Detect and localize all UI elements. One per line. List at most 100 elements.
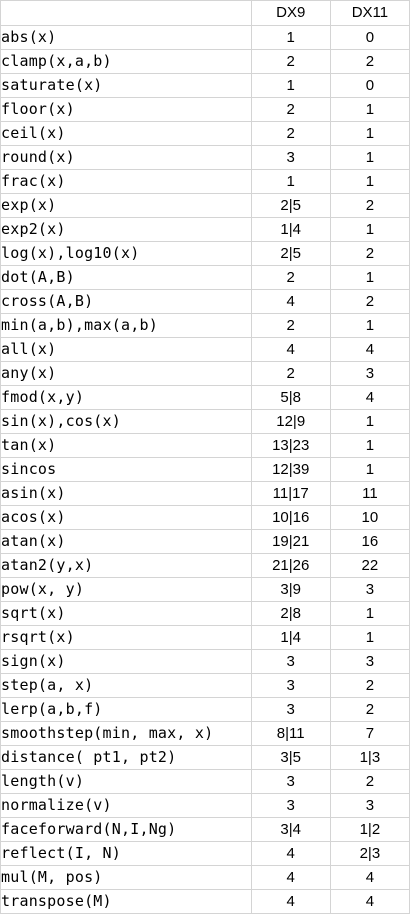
dx11-cell[interactable]: 1: [329, 433, 410, 458]
function-cell[interactable]: abs(x): [0, 25, 252, 50]
dx11-cell[interactable]: 2: [329, 193, 410, 218]
dx9-cell[interactable]: 4: [250, 865, 331, 890]
function-cell[interactable]: rsqrt(x): [0, 625, 252, 650]
dx9-cell[interactable]: 1|4: [250, 217, 331, 242]
header-cell-function[interactable]: [0, 0, 252, 26]
function-cell[interactable]: saturate(x): [0, 73, 252, 98]
dx9-cell[interactable]: 12|9: [250, 409, 331, 434]
function-cell[interactable]: tan(x): [0, 433, 252, 458]
dx11-cell[interactable]: 22: [329, 553, 410, 578]
function-cell[interactable]: step(a, x): [0, 673, 252, 698]
function-cell[interactable]: faceforward(N,I,Ng): [0, 817, 252, 842]
dx9-cell[interactable]: 12|39: [250, 457, 331, 482]
function-cell[interactable]: exp(x): [0, 193, 252, 218]
dx9-cell[interactable]: 11|17: [250, 481, 331, 506]
dx11-cell[interactable]: 1|2: [329, 817, 410, 842]
dx11-cell[interactable]: 2: [329, 673, 410, 698]
dx9-cell[interactable]: 2: [250, 265, 331, 290]
dx9-cell[interactable]: 2: [250, 313, 331, 338]
dx11-cell[interactable]: 3: [329, 649, 410, 674]
dx11-cell[interactable]: 1: [329, 145, 410, 170]
function-cell[interactable]: min(a,b),max(a,b): [0, 313, 252, 338]
function-cell[interactable]: sin(x),cos(x): [0, 409, 252, 434]
function-cell[interactable]: floor(x): [0, 97, 252, 122]
dx11-cell[interactable]: 1: [329, 457, 410, 482]
dx11-cell[interactable]: 1: [329, 313, 410, 338]
dx11-cell[interactable]: 4: [329, 865, 410, 890]
function-cell[interactable]: frac(x): [0, 169, 252, 194]
dx11-cell[interactable]: 4: [329, 337, 410, 362]
dx11-cell[interactable]: 3: [329, 361, 410, 386]
dx9-cell[interactable]: 3: [250, 793, 331, 818]
function-cell[interactable]: normalize(v): [0, 793, 252, 818]
function-cell[interactable]: sqrt(x): [0, 601, 252, 626]
function-cell[interactable]: sincos: [0, 457, 252, 482]
dx9-cell[interactable]: 13|23: [250, 433, 331, 458]
dx9-cell[interactable]: 2: [250, 361, 331, 386]
dx11-cell[interactable]: 2: [329, 697, 410, 722]
dx11-cell[interactable]: 1: [329, 217, 410, 242]
dx9-cell[interactable]: 3: [250, 673, 331, 698]
dx11-cell[interactable]: 11: [329, 481, 410, 506]
function-cell[interactable]: sign(x): [0, 649, 252, 674]
dx9-cell[interactable]: 3: [250, 769, 331, 794]
dx11-cell[interactable]: 1|3: [329, 745, 410, 770]
function-cell[interactable]: lerp(a,b,f): [0, 697, 252, 722]
dx11-cell[interactable]: 1: [329, 601, 410, 626]
dx11-cell[interactable]: 4: [329, 385, 410, 410]
function-cell[interactable]: log(x),log10(x): [0, 241, 252, 266]
function-cell[interactable]: clamp(x,a,b): [0, 49, 252, 74]
dx9-cell[interactable]: 4: [250, 889, 331, 914]
dx11-cell[interactable]: 16: [329, 529, 410, 554]
dx9-cell[interactable]: 4: [250, 337, 331, 362]
function-cell[interactable]: round(x): [0, 145, 252, 170]
dx9-cell[interactable]: 19|21: [250, 529, 331, 554]
function-cell[interactable]: exp2(x): [0, 217, 252, 242]
dx9-cell[interactable]: 4: [250, 841, 331, 866]
dx9-cell[interactable]: 21|26: [250, 553, 331, 578]
dx9-cell[interactable]: 3|9: [250, 577, 331, 602]
dx11-cell[interactable]: 4: [329, 889, 410, 914]
dx9-cell[interactable]: 10|16: [250, 505, 331, 530]
dx11-cell[interactable]: 3: [329, 577, 410, 602]
function-cell[interactable]: all(x): [0, 337, 252, 362]
function-cell[interactable]: any(x): [0, 361, 252, 386]
dx9-cell[interactable]: 3: [250, 697, 331, 722]
dx11-cell[interactable]: 1: [329, 97, 410, 122]
function-cell[interactable]: dot(A,B): [0, 265, 252, 290]
dx11-cell[interactable]: 10: [329, 505, 410, 530]
dx11-cell[interactable]: 1: [329, 169, 410, 194]
dx9-cell[interactable]: 2|8: [250, 601, 331, 626]
dx11-cell[interactable]: 1: [329, 121, 410, 146]
function-cell[interactable]: atan2(y,x): [0, 553, 252, 578]
function-cell[interactable]: acos(x): [0, 505, 252, 530]
dx9-cell[interactable]: 3: [250, 145, 331, 170]
dx9-cell[interactable]: 2|5: [250, 241, 331, 266]
dx11-cell[interactable]: 1: [329, 265, 410, 290]
function-cell[interactable]: distance( pt1, pt2): [0, 745, 252, 770]
dx11-cell[interactable]: 2: [329, 241, 410, 266]
dx11-cell[interactable]: 7: [329, 721, 410, 746]
dx9-cell[interactable]: 5|8: [250, 385, 331, 410]
dx9-cell[interactable]: 8|11: [250, 721, 331, 746]
header-cell-dx11[interactable]: DX11: [329, 0, 410, 26]
dx9-cell[interactable]: 1: [250, 25, 331, 50]
dx9-cell[interactable]: 2: [250, 49, 331, 74]
dx9-cell[interactable]: 2|5: [250, 193, 331, 218]
function-cell[interactable]: length(v): [0, 769, 252, 794]
dx11-cell[interactable]: 0: [329, 73, 410, 98]
function-cell[interactable]: mul(M, pos): [0, 865, 252, 890]
function-cell[interactable]: atan(x): [0, 529, 252, 554]
header-cell-dx9[interactable]: DX9: [250, 0, 331, 26]
dx9-cell[interactable]: 3: [250, 649, 331, 674]
dx11-cell[interactable]: 2: [329, 769, 410, 794]
dx11-cell[interactable]: 0: [329, 25, 410, 50]
dx11-cell[interactable]: 2|3: [329, 841, 410, 866]
dx9-cell[interactable]: 2: [250, 97, 331, 122]
function-cell[interactable]: ceil(x): [0, 121, 252, 146]
dx9-cell[interactable]: 1: [250, 169, 331, 194]
dx11-cell[interactable]: 1: [329, 409, 410, 434]
function-cell[interactable]: transpose(M): [0, 889, 252, 914]
function-cell[interactable]: asin(x): [0, 481, 252, 506]
function-cell[interactable]: smoothstep(min, max, x): [0, 721, 252, 746]
